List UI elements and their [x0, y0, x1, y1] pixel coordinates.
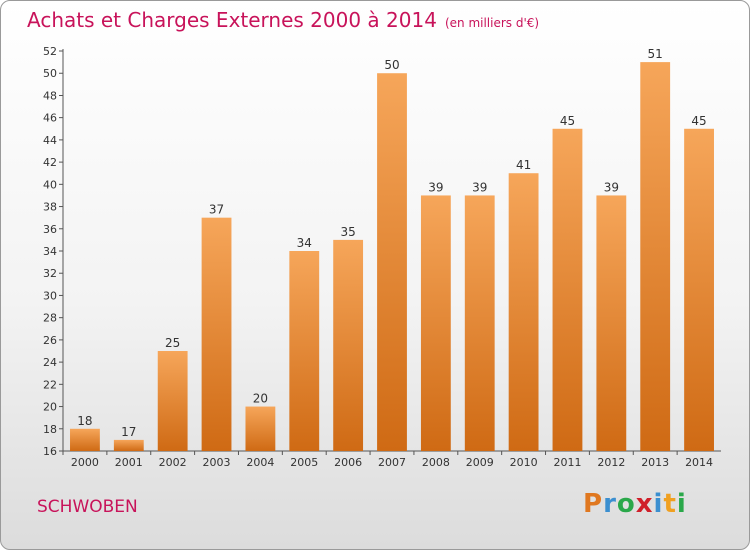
x-tick-label: 2009 — [466, 456, 494, 469]
x-tick-label: 2003 — [203, 456, 231, 469]
bar — [377, 73, 407, 451]
bar-value-label: 39 — [604, 180, 619, 194]
y-tick-label: 48 — [43, 89, 57, 102]
x-tick-label: 2014 — [685, 456, 713, 469]
x-tick-label: 2012 — [597, 456, 625, 469]
bar — [640, 62, 671, 451]
bar-value-label: 34 — [297, 236, 312, 250]
title-unit: (en milliers d'€) — [444, 16, 540, 30]
y-tick-label: 46 — [43, 112, 57, 125]
y-tick-label: 30 — [43, 289, 57, 302]
y-tick-label: 20 — [43, 401, 57, 414]
bar-value-label: 50 — [384, 58, 399, 72]
x-tick-label: 2000 — [71, 456, 99, 469]
y-tick-label: 34 — [43, 245, 57, 258]
logo-letter: P — [583, 489, 604, 519]
bar-value-label: 45 — [560, 114, 575, 128]
bar-value-label: 37 — [209, 203, 224, 217]
logo-letter: x — [635, 489, 654, 519]
bar — [684, 128, 714, 451]
y-tick-label: 40 — [43, 178, 57, 191]
bar — [113, 439, 144, 451]
bar-value-label: 18 — [77, 414, 92, 428]
bar — [508, 173, 539, 451]
bar-value-label: 39 — [472, 180, 487, 194]
bar-value-label: 25 — [165, 336, 180, 350]
y-tick-label: 42 — [43, 156, 57, 169]
bar-value-label: 20 — [253, 392, 268, 406]
bar-value-label: 35 — [340, 225, 355, 239]
y-tick-label: 28 — [43, 312, 57, 325]
bar-value-label: 45 — [691, 114, 706, 128]
y-tick-label: 18 — [43, 423, 57, 436]
title-text: Achats et Charges Externes 2000 à 2014 — [27, 8, 437, 32]
bar-value-label: 51 — [648, 47, 663, 61]
bar — [70, 428, 100, 451]
x-tick-label: 2011 — [553, 456, 581, 469]
logo-letter: t — [663, 489, 677, 519]
x-tick-label: 2008 — [422, 456, 450, 469]
bar-value-label: 41 — [516, 158, 531, 172]
bar — [420, 195, 451, 451]
logo-letter: r — [603, 489, 617, 519]
y-tick-label: 32 — [43, 267, 57, 280]
y-tick-label: 26 — [43, 334, 57, 347]
x-tick-label: 2001 — [115, 456, 143, 469]
y-tick-label: 38 — [43, 201, 57, 214]
bar — [552, 128, 583, 451]
logo-letter: i — [676, 489, 687, 519]
x-tick-label: 2002 — [159, 456, 187, 469]
logo-letter: i — [653, 489, 664, 519]
x-tick-label: 2010 — [510, 456, 538, 469]
commune-name: SCHWOBEN — [37, 497, 138, 517]
y-tick-label: 22 — [43, 378, 57, 391]
bar — [333, 239, 364, 451]
y-tick-label: 16 — [43, 445, 57, 458]
y-tick-label: 52 — [43, 45, 57, 58]
bar-value-label: 17 — [121, 425, 136, 439]
bar — [201, 217, 232, 451]
bar — [245, 406, 276, 451]
chart-title: Achats et Charges Externes 2000 à 2014 (e… — [27, 8, 539, 32]
x-tick-label: 2013 — [641, 456, 669, 469]
x-tick-label: 2007 — [378, 456, 406, 469]
bar — [464, 195, 495, 451]
y-tick-label: 24 — [43, 356, 57, 369]
proxiti-logo: Proxiti — [583, 489, 687, 519]
x-tick-label: 2006 — [334, 456, 362, 469]
y-tick-label: 50 — [43, 67, 57, 80]
y-tick-label: 44 — [43, 134, 57, 147]
bar — [596, 195, 627, 451]
bar-value-label: 39 — [428, 180, 443, 194]
x-tick-label: 2005 — [290, 456, 318, 469]
y-tick-label: 36 — [43, 223, 57, 236]
bar — [157, 351, 188, 451]
bar — [289, 251, 320, 451]
x-tick-label: 2004 — [246, 456, 274, 469]
logo-letter: o — [616, 489, 636, 519]
